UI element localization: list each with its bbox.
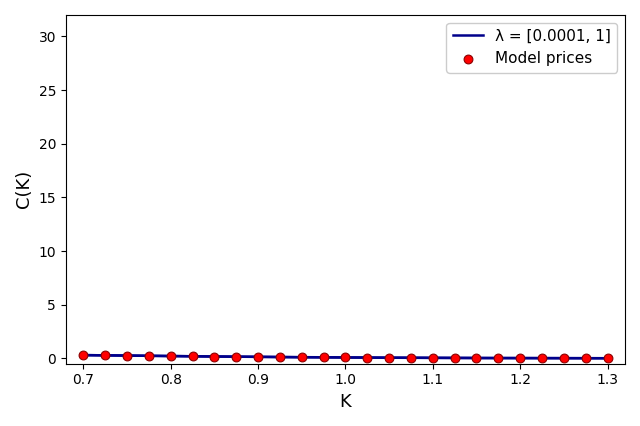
λ = [0.0001, 1] [401, 355, 408, 360]
Model prices [166, 353, 176, 360]
Model prices [449, 354, 460, 361]
Line: λ = [0.0001, 1]: λ = [0.0001, 1] [83, 355, 607, 358]
λ = [0.0001, 1] [79, 353, 87, 358]
Model prices [493, 355, 504, 362]
Model prices [209, 353, 220, 360]
λ = [0.0001, 1] [522, 356, 529, 361]
Model prices [515, 355, 525, 362]
λ = [0.0001, 1] [392, 355, 399, 360]
Model prices [297, 354, 307, 361]
Model prices [78, 352, 88, 359]
Legend: λ = [0.0001, 1], Model prices: λ = [0.0001, 1], Model prices [447, 23, 618, 72]
Y-axis label: C(K): C(K) [15, 170, 33, 208]
Model prices [188, 353, 198, 360]
Model prices [428, 354, 438, 361]
Model prices [100, 352, 110, 359]
Model prices [537, 355, 547, 362]
Model prices [144, 352, 154, 359]
X-axis label: K: K [340, 393, 351, 411]
λ = [0.0001, 1] [555, 356, 563, 361]
Model prices [275, 354, 285, 360]
Model prices [340, 354, 351, 361]
Model prices [559, 355, 569, 362]
Model prices [231, 353, 241, 360]
Model prices [362, 354, 372, 361]
Model prices [406, 354, 416, 361]
Model prices [319, 354, 329, 361]
Model prices [122, 352, 132, 359]
Model prices [580, 355, 591, 362]
λ = [0.0001, 1] [604, 356, 611, 361]
Model prices [253, 354, 263, 360]
λ = [0.0001, 1] [81, 353, 89, 358]
λ = [0.0001, 1] [390, 355, 397, 360]
Model prices [384, 354, 394, 361]
Model prices [602, 355, 612, 362]
Model prices [472, 354, 482, 361]
